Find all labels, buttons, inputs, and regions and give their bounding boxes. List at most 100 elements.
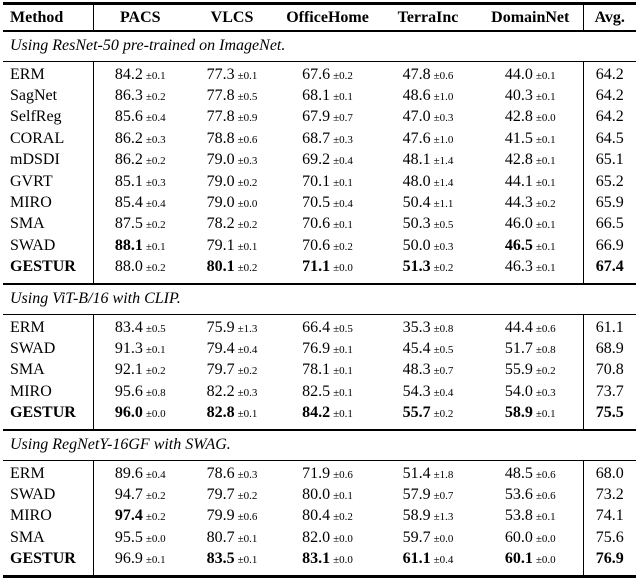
score-stddev: ±0.5: [333, 322, 353, 335]
score-cell: 80.0 ±0.1: [277, 484, 378, 505]
header-row: Method PACS VLCS OfficeHome TerraInc Dom…: [3, 3, 636, 31]
score-value: 82.0: [302, 528, 331, 546]
avg-value: 76.9: [595, 550, 624, 568]
score-stddev: ±0.2: [237, 262, 258, 275]
table-row: SWAD 94.7 ±0.2 79.7 ±0.2 80.0 ±0.1 57.9 ±0.7 53.6…: [3, 484, 636, 506]
score-stddev: ±0.1: [237, 408, 258, 421]
score-value: 97.4: [114, 507, 143, 525]
score-cell: 68.1 ±0.1: [277, 85, 378, 106]
score-stddev: ±0.0: [535, 554, 556, 567]
score-cell: 83.1 ±0.0: [277, 548, 378, 576]
score-cell: 44.1 ±0.1: [478, 171, 583, 192]
score-cell: 83.5 ±0.1: [187, 548, 277, 576]
score-value: 68.1: [302, 87, 331, 105]
score-value: 95.5: [114, 528, 143, 546]
score-cell: 88.1 ±0.1: [93, 235, 187, 256]
avg-value: 67.4: [595, 258, 624, 276]
score-value: 85.4: [114, 194, 143, 212]
score-cell: 41.5 ±0.1: [478, 128, 583, 149]
score-stddev: ±0.0: [535, 112, 556, 125]
score-stddev: ±0.1: [145, 69, 166, 82]
score-stddev: ±0.0: [237, 198, 258, 211]
avg-cell: 64.2: [582, 85, 636, 107]
score-value: 78.2: [206, 215, 235, 233]
score-value: 78.8: [206, 129, 235, 147]
score-stddev: ±0.2: [145, 91, 166, 104]
score-value: 57.9: [402, 485, 431, 503]
score-cell: 79.0 ±0.2: [187, 171, 277, 192]
score-cell: 40.3 ±0.1: [478, 85, 583, 106]
score-value: 70.5: [302, 194, 331, 212]
score-cell: 55.9 ±0.2: [478, 360, 583, 381]
avg-cell: 65.2: [582, 170, 636, 193]
score-cell: 79.4 ±0.4: [187, 338, 277, 359]
score-cell: 82.0 ±0.0: [277, 527, 378, 548]
avg-cell: 68.9: [582, 338, 636, 360]
score-stddev: ±0.4: [333, 198, 353, 211]
method-cell: SelfReg: [3, 106, 94, 129]
score-value: 46.5: [504, 236, 533, 254]
avg-cell: 74.1: [582, 505, 636, 528]
table-row: MIRO 85.4 ±0.4 79.0 ±0.0 70.5 ±0.4 50.4 ±1.1 44.3…: [3, 192, 636, 214]
score-value: 48.3: [402, 361, 431, 379]
score-value: 47.0: [402, 108, 431, 126]
avg-cell: 61.1: [582, 314, 636, 339]
score-value: 69.2: [302, 151, 331, 169]
score-value: 96.9: [114, 550, 143, 568]
score-cell: 67.6 ±0.2: [277, 62, 378, 86]
score-value: 80.1: [206, 258, 235, 276]
method-cell: ERM: [3, 314, 94, 339]
avg-value: 64.5: [595, 129, 624, 147]
score-value: 83.4: [114, 318, 143, 336]
avg-value: 64.2: [595, 87, 624, 105]
table-row: ERM 84.2 ±0.1 77.3 ±0.1 67.6 ±0.2 47.8 ±0.6 44.0 ±…: [3, 61, 636, 86]
score-stddev: ±0.0: [145, 532, 166, 545]
score-stddev: ±1.0: [433, 133, 454, 146]
score-value: 55.9: [504, 361, 533, 379]
score-cell: 67.9 ±0.7: [277, 107, 378, 128]
score-stddev: ±0.1: [333, 408, 353, 421]
table-row: GESTUR 96.0 ±0.0 82.8 ±0.1 84.2 ±0.1 55.7 ±0.2 58…: [3, 402, 636, 430]
avg-cell: 67.4: [582, 256, 636, 284]
score-stddev: ±0.2: [145, 511, 166, 524]
avg-cell: 76.9: [582, 548, 636, 577]
score-cell: 97.4 ±0.2: [93, 506, 187, 527]
score-value: 58.9: [402, 507, 431, 525]
score-value: 95.6: [114, 382, 143, 400]
score-cell: 70.6 ±0.2: [277, 235, 378, 256]
score-value: 79.0: [206, 151, 235, 169]
score-value: 70.6: [302, 236, 331, 254]
score-stddev: ±0.1: [333, 219, 353, 232]
score-stddev: ±0.1: [145, 240, 166, 253]
score-stddev: ±0.3: [433, 240, 454, 253]
method-cell: ERM: [3, 460, 94, 485]
score-value: 85.1: [114, 172, 143, 190]
score-value: 70.6: [302, 215, 331, 233]
score-stddev: ±0.0: [333, 554, 353, 567]
score-stddev: ±1.0: [433, 91, 454, 104]
score-cell: 77.8 ±0.9: [187, 107, 277, 128]
score-cell: 82.5 ±0.1: [277, 381, 378, 402]
score-cell: 70.6 ±0.1: [277, 214, 378, 235]
method-cell: SMA: [3, 359, 94, 382]
score-stddev: ±0.3: [145, 176, 166, 189]
section-title-row: Using ResNet-50 pre-trained on ImageNet.: [3, 31, 636, 62]
score-stddev: ±0.2: [145, 489, 166, 502]
score-cell: 42.8 ±0.1: [478, 150, 583, 171]
score-value: 42.8: [504, 151, 533, 169]
score-value: 48.0: [402, 172, 431, 190]
score-stddev: ±0.4: [145, 112, 166, 125]
score-cell: 79.7 ±0.2: [187, 484, 277, 505]
table-row: SagNet 86.3 ±0.2 77.8 ±0.5 68.1 ±0.1 48.6 ±1.0 40…: [3, 85, 636, 107]
table-row: SWAD 88.1 ±0.1 79.1 ±0.1 70.6 ±0.2 50.0 ±0.3 46.5…: [3, 235, 636, 257]
section-title: Using ResNet-50 pre-trained on ImageNet.: [10, 37, 286, 54]
score-stddev: ±0.4: [145, 198, 166, 211]
method-cell: SWAD: [3, 338, 94, 360]
method-cell: SWAD: [3, 484, 94, 506]
score-stddev: ±0.9: [237, 112, 258, 125]
score-value: 79.7: [206, 485, 235, 503]
score-stddev: ±0.4: [145, 468, 166, 481]
score-stddev: ±0.0: [333, 532, 353, 545]
score-cell: 57.9 ±0.7: [378, 484, 478, 505]
avg-cell: 66.9: [582, 235, 636, 257]
